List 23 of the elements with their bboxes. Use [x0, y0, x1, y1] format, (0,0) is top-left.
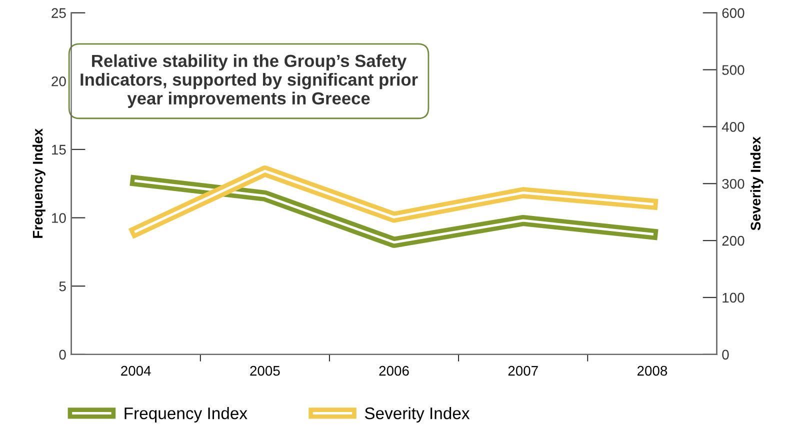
text: Relative stability in the Group’s Safety Indicators, supported by significant prior year improvements in Greece [80, 54, 418, 108]
y-axis-title: Frequency Index [32, 128, 46, 238]
y2-tick-label: 500 [722, 65, 744, 75]
y-tick-label: 20 [52, 76, 66, 86]
y2-axis-title: Severity Index [750, 136, 764, 230]
y2-tick-label: 100 [722, 292, 744, 303]
x-tick-label: 2004 [121, 366, 151, 376]
y2-tick-label: 600 [722, 8, 744, 18]
y-tick-label: 25 [52, 8, 66, 18]
legend-label: Frequency Index [124, 406, 248, 423]
y2-tick-label: 0 [722, 350, 729, 360]
x-tick-label: 2007 [508, 366, 538, 376]
x-tick-label: 2008 [637, 366, 668, 376]
x-tick-label: 2005 [250, 366, 280, 376]
y2-tick-label: 400 [722, 122, 744, 132]
y2-tick-label: 300 [722, 178, 744, 189]
y-tick-label: 15 [52, 144, 66, 155]
y-tick-label: 0 [59, 350, 66, 360]
y2-tick-label: 200 [722, 236, 744, 246]
y-tick-label: 5 [59, 282, 66, 292]
x-tick-label: 2006 [379, 366, 409, 376]
legend-label: Severity Index [364, 406, 470, 423]
y-tick-label: 10 [52, 213, 66, 223]
